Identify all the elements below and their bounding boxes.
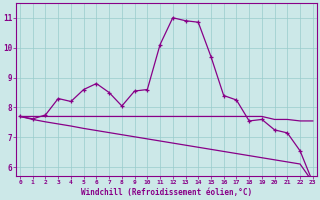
X-axis label: Windchill (Refroidissement éolien,°C): Windchill (Refroidissement éolien,°C)	[81, 188, 252, 197]
